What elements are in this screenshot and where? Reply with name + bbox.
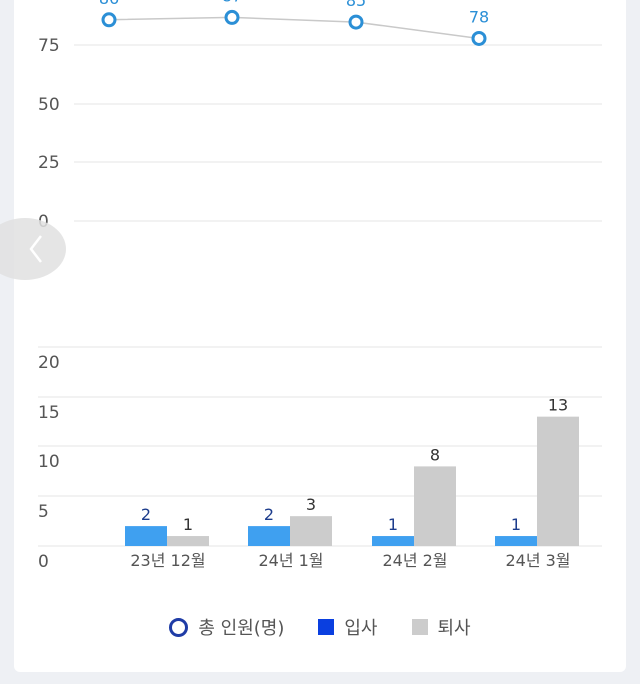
x-category-label: 23년 12월 [130,551,205,570]
legend-item-hire[interactable]: 입사 [318,614,378,640]
line-point [101,12,117,28]
point-value-label: 85 [346,0,366,10]
chart-card: 1007550250868785782015105022111381323년 1… [0,0,626,672]
hire-value-label: 1 [388,515,398,534]
legend-label: 총 인원(명) [198,618,285,639]
y-tick-label: 25 [38,153,60,173]
point-value-label: 86 [99,0,119,8]
y-tick-label: 75 [38,36,60,56]
hire-bar [495,536,537,546]
square-icon [318,619,335,635]
hire-value-label: 2 [141,505,151,524]
line-point [348,14,364,30]
leave-value-label: 3 [306,495,316,514]
legend-label: 입사 [344,618,378,639]
legend-item-leave[interactable]: 퇴사 [411,614,471,640]
x-category-label: 24년 2월 [382,551,447,570]
y-tick-label: 10 [38,452,60,472]
x-category-label: 24년 1월 [258,551,323,570]
circle-icon [169,617,189,637]
previous-button[interactable] [0,218,66,280]
point-value-label: 78 [469,7,489,26]
leave-bar [167,536,209,546]
hire-value-label: 1 [511,515,521,534]
legend-item-total[interactable]: 총 인원(명) [169,614,284,640]
leave-bar [414,466,456,546]
series-line [108,16,480,40]
hire-bar [248,526,290,546]
x-category-label: 24년 3월 [505,551,570,570]
chart-legend: 총 인원(명) 입사 퇴사 [14,614,626,640]
legend-label: 퇴사 [437,618,471,639]
leave-value-label: 13 [548,396,568,415]
leave-value-label: 1 [183,515,193,534]
y-tick-label: 15 [38,403,60,423]
square-icon [411,619,428,635]
chart-canvas: 1007550250868785782015105022111381323년 1… [38,0,602,572]
hire-bar [372,536,414,546]
point-value-label: 87 [222,0,242,5]
leave-bar [537,416,579,546]
line-point [471,30,487,46]
leave-value-label: 8 [430,445,440,464]
y-tick-label: 50 [38,95,60,115]
line-point [224,9,240,25]
y-tick-label: 0 [38,552,49,572]
leave-bar [290,516,332,546]
y-tick-label: 20 [38,353,60,373]
hire-value-label: 2 [264,505,274,524]
hire-bar [125,526,167,546]
y-tick-label: 5 [38,502,49,522]
chevron-left-icon [29,235,42,263]
